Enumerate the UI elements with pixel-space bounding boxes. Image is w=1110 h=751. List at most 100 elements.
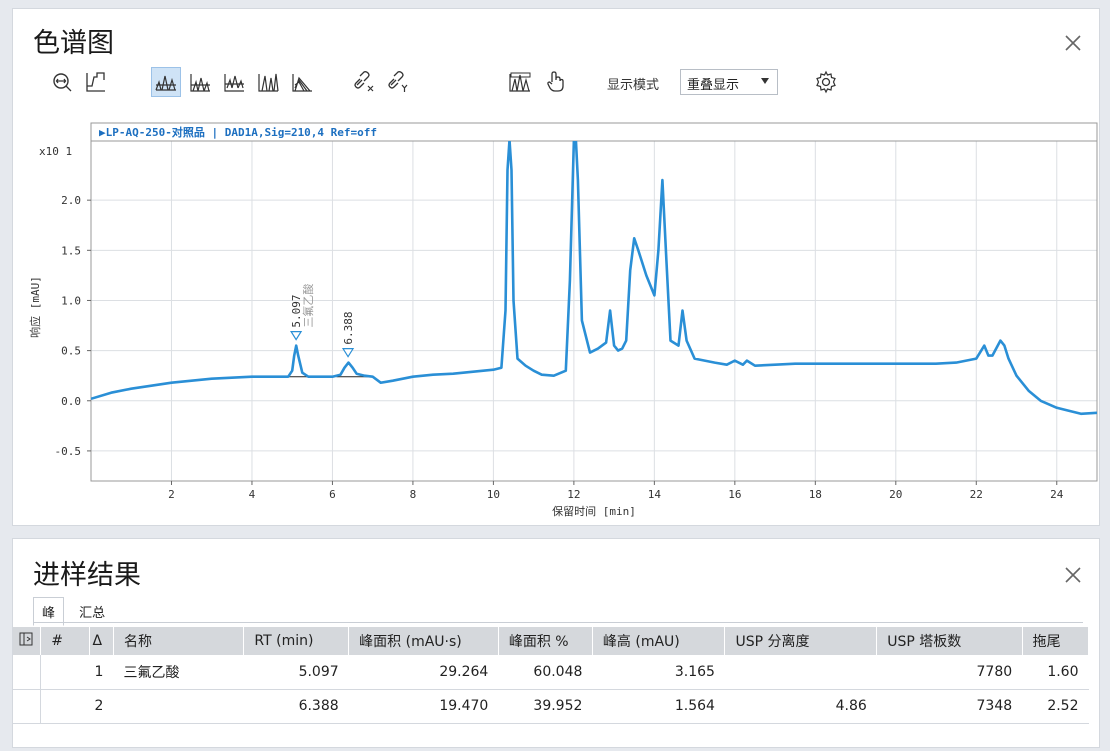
cell-rt: 6.388: [243, 689, 349, 724]
overlay-peaks-icon: [155, 75, 176, 91]
x-tick-label: 14: [648, 488, 662, 501]
cell-height: 1.564: [592, 689, 725, 724]
tab-summary[interactable]: 汇总: [79, 606, 106, 621]
row-indicator: [13, 655, 42, 690]
trace-header-bar: [90, 122, 1098, 142]
chevron-down-icon: [761, 78, 769, 84]
link-y-icon: [388, 71, 408, 92]
x-axis-ticks: 2 4 6 8 10 12 14 16 18 20 22 24: [168, 481, 1064, 501]
col-header-delta[interactable]: Δ: [89, 627, 114, 655]
cell-usp-plates: 7780: [876, 655, 1023, 690]
col-header-num[interactable]: #: [40, 627, 91, 655]
x-tick-label: 2: [168, 488, 175, 501]
separate-peaks-icon: [258, 73, 279, 92]
x-tick-label: 8: [410, 488, 417, 501]
close-icon: [1065, 35, 1081, 51]
cell-area-pct: 60.048: [498, 655, 593, 690]
y-tick-label: 0.5: [61, 345, 81, 358]
close-results-button[interactable]: [1061, 563, 1085, 587]
zoom-fit-button[interactable]: [47, 67, 77, 97]
cell-area: 29.264: [348, 655, 499, 690]
y-tick-label: 2.0: [61, 194, 81, 207]
peak-rt-label: 5.097: [290, 294, 303, 327]
baseline-icon: [86, 72, 105, 92]
close-icon: [1065, 567, 1081, 583]
column-chooser-icon: [19, 632, 33, 646]
y-tick-label: 1.0: [61, 294, 81, 307]
cell-tailing: 1.60: [1022, 655, 1089, 690]
tab-divider: [33, 622, 1083, 623]
peak-select-icon: [509, 72, 531, 92]
cell-num: 1: [40, 655, 114, 690]
settings-gear-icon: [816, 70, 836, 94]
results-panel: 进样结果 峰 汇总 # Δ 名称 RT (min) 峰面积 (mAU·s) 峰面…: [12, 538, 1100, 748]
x-tick-label: 16: [728, 488, 741, 501]
col-header-height[interactable]: 峰高 (mAU): [592, 627, 726, 655]
col-header-rt[interactable]: RT (min): [243, 627, 350, 655]
col-header-usp-plates[interactable]: USP 塔板数: [876, 627, 1023, 655]
separate-peaks-button[interactable]: [253, 67, 283, 97]
peak-annotations: 5.097 三氟乙酸 6.388: [290, 284, 355, 358]
chromatogram-title: 色谱图: [33, 28, 114, 59]
results-title: 进样结果: [33, 560, 141, 591]
cell-usp-plates: 7348: [876, 689, 1023, 724]
link-x-button[interactable]: [349, 67, 379, 97]
stack-peaks-button[interactable]: [185, 67, 215, 97]
y-tick-label: 0.0: [61, 395, 81, 408]
display-mode-select[interactable]: 重叠显示: [680, 69, 778, 95]
col-header-tailing[interactable]: 拖尾: [1022, 627, 1090, 655]
peak-name-label: 三氟乙酸: [301, 284, 315, 328]
chart-settings-button[interactable]: [811, 67, 841, 97]
table-row[interactable]: 2 6.388 19.470 39.952 1.564 4.86 7348 2.…: [13, 689, 1089, 724]
overlay-peaks-button[interactable]: [151, 67, 181, 97]
x-tick-label: 18: [809, 488, 822, 501]
peak-marker: [290, 330, 303, 341]
skew-peaks-button[interactable]: [287, 67, 317, 97]
window-top-strip: [0, 0, 1110, 8]
link-y-button[interactable]: [383, 67, 413, 97]
table-row[interactable]: 1 三氟乙酸 5.097 29.264 60.048 3.165 7780 1.…: [13, 655, 1089, 690]
display-mode-value: 重叠显示: [687, 78, 740, 93]
x-tick-label: 24: [1050, 488, 1064, 501]
stack-peaks-icon: [190, 74, 210, 92]
cell-usp-resolution: [724, 655, 877, 690]
pan-hand-icon: [547, 71, 564, 92]
chromatogram-chart[interactable]: ▶LP-AQ-250-对照品 | DAD1A,Sig=210,4 Ref=off…: [13, 9, 1101, 527]
cell-num: 2: [40, 689, 114, 724]
display-mode-label: 显示模式: [607, 78, 660, 93]
peak-select-button[interactable]: [505, 67, 535, 97]
col-header-area-pct[interactable]: 峰面积 %: [498, 627, 593, 655]
cell-name: [113, 689, 244, 724]
column-chooser-button[interactable]: [13, 627, 42, 655]
offset-peaks-button[interactable]: [219, 67, 249, 97]
y-tick-label: 1.5: [61, 244, 81, 257]
chromatogram-trace: [91, 141, 1097, 416]
close-chromatogram-button[interactable]: [1061, 31, 1085, 55]
trace-label: ▶LP-AQ-250-对照品 | DAD1A,Sig=210,4 Ref=off: [99, 125, 377, 139]
peak-results-table: # Δ 名称 RT (min) 峰面积 (mAU·s) 峰面积 % 峰高 (mA…: [13, 627, 1090, 724]
row-indicator: [13, 689, 42, 724]
x-tick-label: 20: [889, 488, 902, 501]
x-tick-label: 10: [487, 488, 500, 501]
col-header-area[interactable]: 峰面积 (mAU·s): [348, 627, 499, 655]
y-axis-label: 响应 [mAU]: [28, 276, 42, 338]
tab-peaks[interactable]: 峰: [33, 597, 65, 626]
zoom-fit-icon: [53, 73, 72, 92]
chart-grid: [91, 141, 1097, 481]
x-tick-label: 6: [329, 488, 336, 501]
offset-peaks-icon: [224, 74, 244, 92]
link-x-icon: [354, 71, 374, 92]
cell-name: 三氟乙酸: [113, 655, 244, 690]
plot-area: [90, 122, 1098, 482]
pan-hand-button[interactable]: [541, 67, 571, 97]
col-header-usp-resolution[interactable]: USP 分离度: [724, 627, 878, 655]
baseline-button[interactable]: [81, 67, 111, 97]
peak-marker: [341, 348, 355, 358]
cell-height: 3.165: [592, 655, 725, 690]
cell-area-pct: 39.952: [498, 689, 593, 724]
x-tick-label: 22: [970, 488, 983, 501]
x-tick-label: 12: [567, 488, 580, 501]
cell-rt: 5.097: [243, 655, 349, 690]
col-header-name[interactable]: 名称: [113, 627, 245, 655]
x-axis-label: 保留时间 [min]: [552, 504, 636, 518]
